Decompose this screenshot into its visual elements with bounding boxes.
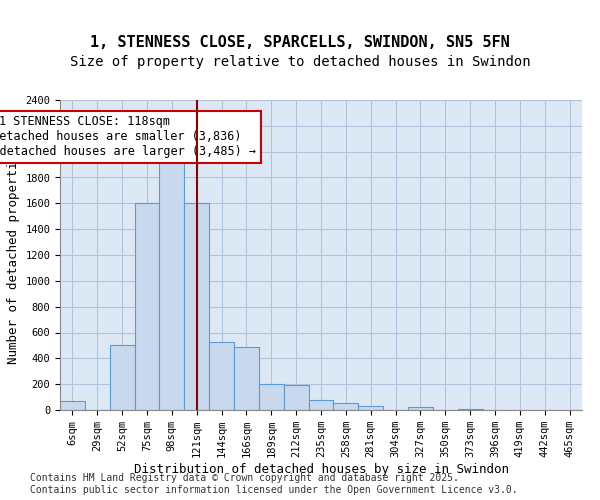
Bar [110, 346, 134, 410]
Bar [209, 342, 234, 410]
Bar [458, 408, 482, 410]
Bar [408, 408, 433, 410]
Text: Size of property relative to detached houses in Swindon: Size of property relative to detached ho… [70, 55, 530, 69]
Bar [334, 403, 358, 410]
Bar [234, 346, 259, 410]
Bar [308, 400, 334, 410]
X-axis label: Distribution of detached houses by size in Swindon: Distribution of detached houses by size … [133, 463, 509, 476]
Text: 1, STENNESS CLOSE, SPARCELLS, SWINDON, SN5 5FN: 1, STENNESS CLOSE, SPARCELLS, SWINDON, S… [90, 35, 510, 50]
Text: Contains HM Land Registry data © Crown copyright and database right 2025.
Contai: Contains HM Land Registry data © Crown c… [30, 474, 518, 495]
Bar [160, 145, 184, 410]
Bar [358, 406, 383, 410]
Text: 1 STENNESS CLOSE: 118sqm
← 52% of detached houses are smaller (3,836)
47% of sem: 1 STENNESS CLOSE: 118sqm ← 52% of detach… [0, 116, 256, 158]
Bar [60, 401, 85, 410]
Bar [134, 204, 160, 410]
Y-axis label: Number of detached properties: Number of detached properties [7, 146, 20, 364]
Bar [259, 384, 284, 410]
Bar [184, 204, 209, 410]
Bar [284, 386, 308, 410]
